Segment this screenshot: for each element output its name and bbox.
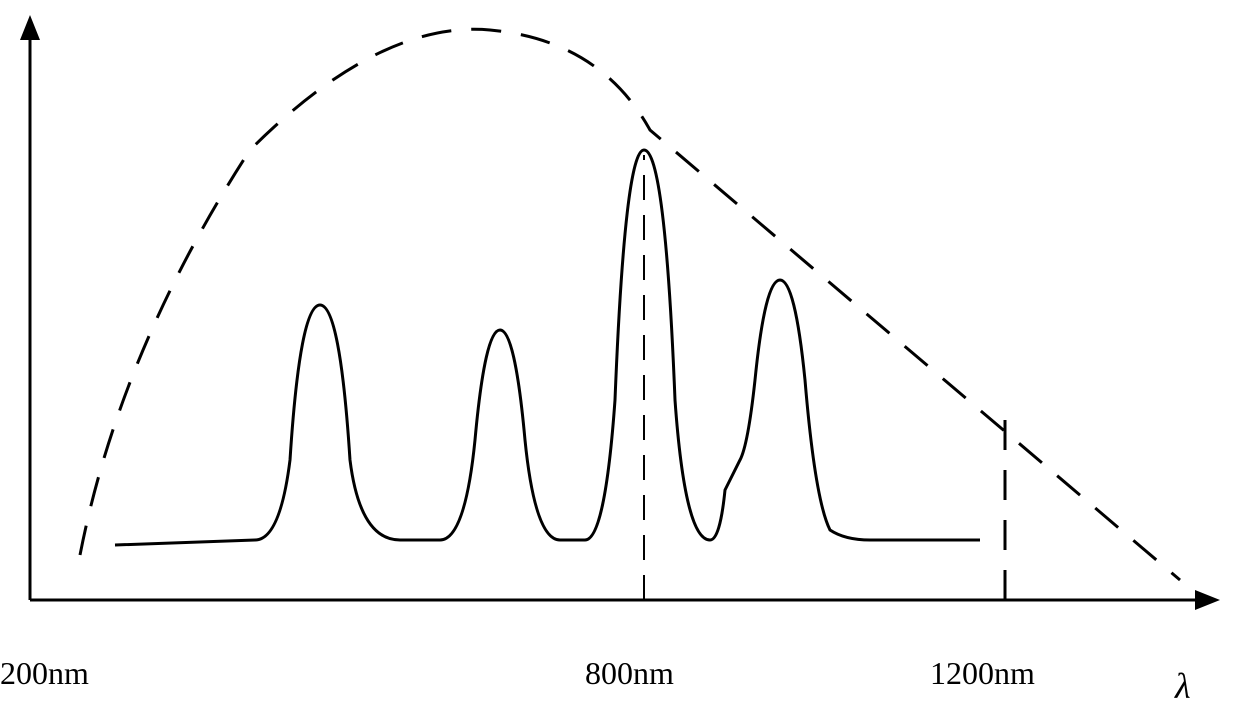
chart-svg [0,0,1236,711]
x-label-800nm: 800nm [585,655,674,692]
axis-symbol-lambda: λ [1175,665,1191,707]
x-label-200nm: 200nm [0,655,89,692]
spectrum-chart [0,0,1236,711]
x-label-1200nm: 1200nm [930,655,1035,692]
